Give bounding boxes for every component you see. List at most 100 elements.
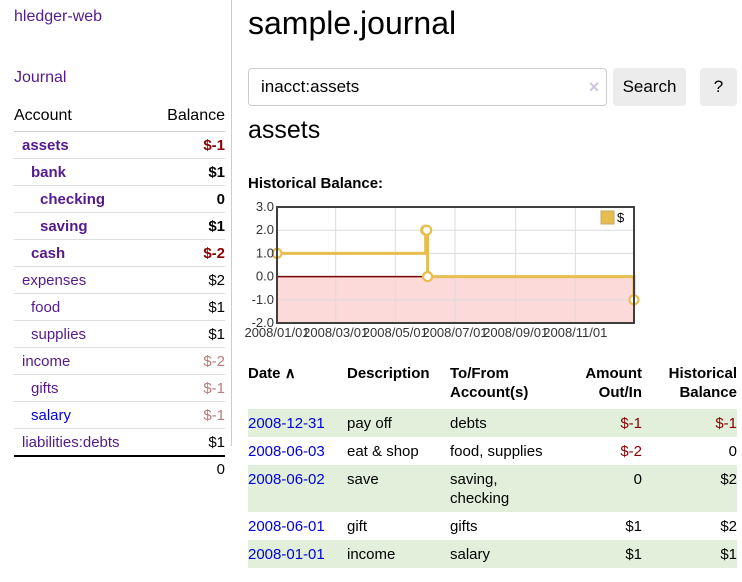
x-axis-tick-label: 2008/03/01 — [303, 325, 368, 340]
account-balance: $2 — [150, 266, 225, 294]
register-table: Date ∧ Description To/From Account(s) Am… — [248, 360, 737, 568]
sidebar-account-link[interactable]: cash — [31, 245, 66, 262]
account-balance: $1 — [150, 428, 225, 457]
register-balance: $2 — [642, 465, 737, 512]
x-axis-tick-label: 2008/11/01 — [543, 325, 607, 340]
register-description: pay off — [347, 409, 450, 437]
plot-border — [276, 206, 635, 324]
sidebar-account-link[interactable]: expenses — [22, 272, 87, 289]
y-axis-tick-label: 2.0 — [256, 222, 274, 237]
register-header-amount[interactable]: Amount Out/In — [585, 365, 642, 401]
x-axis-tick-label: 2008/01/01 — [244, 325, 309, 340]
account-row: cash $-2 — [14, 239, 225, 267]
register-accounts: debts — [450, 409, 570, 437]
register-date-link[interactable]: 2008-12-31 — [248, 415, 325, 432]
page-title: sample.journal — [248, 5, 457, 41]
register-date-link[interactable]: 2008-06-02 — [248, 471, 325, 488]
register-header-balance[interactable]: Historical Balance — [668, 365, 737, 401]
sidebar-account-link[interactable]: saving — [40, 218, 88, 235]
register-balance: 0 — [728, 443, 737, 460]
register-description: gift — [347, 518, 368, 535]
register-amount: 0 — [570, 465, 642, 512]
account-row: expenses $2 — [14, 266, 225, 294]
account-balance: $1 — [150, 212, 225, 240]
register-row: 2008-01-01 income salary $1 $1 — [248, 540, 737, 568]
sidebar-account-link[interactable]: liabilities:debts — [22, 434, 120, 451]
register-description: save — [347, 465, 450, 512]
search-input[interactable] — [248, 68, 607, 106]
sidebar-account-link[interactable]: income — [22, 353, 71, 370]
x-axis-tick-label: 2008/07/01 — [422, 325, 487, 340]
account-balance: 0 — [150, 185, 225, 213]
register-amount: $-2 — [620, 443, 642, 460]
sidebar-item-journal[interactable]: Journal — [14, 69, 67, 86]
account-row: bank $1 — [14, 158, 225, 186]
main-content: sample.journal × Search ? assets Histori… — [244, 0, 737, 582]
register-balance: $1 — [642, 540, 737, 568]
search-button[interactable]: Search — [613, 68, 686, 106]
chart-title: Historical Balance: — [248, 175, 384, 192]
account-balance: $1 — [150, 320, 225, 348]
account-row: income $-2 — [14, 347, 225, 375]
register-header-description[interactable]: Description — [347, 365, 430, 382]
register-balance: $2 — [720, 518, 737, 535]
register-row: 2008-06-02 save saving, checking 0 $2 — [248, 465, 737, 512]
y-axis-tick-label: 0.0 — [256, 269, 274, 284]
account-balance: $-2 — [150, 347, 225, 375]
account-heading: assets — [248, 116, 321, 144]
register-description: eat & shop — [347, 443, 419, 460]
register-date-link[interactable]: 2008-01-01 — [248, 546, 325, 563]
sidebar-account-link[interactable]: salary — [31, 407, 72, 424]
sidebar-account-link[interactable]: checking — [40, 191, 106, 208]
sidebar-account-link[interactable]: gifts — [31, 380, 59, 397]
app-brand-link[interactable]: hledger-web — [14, 8, 103, 25]
register-row: 2008-12-31 pay off debts $-1 $-1 — [248, 409, 737, 437]
account-balance: $-1 — [150, 131, 225, 159]
sidebar-account-link[interactable]: assets — [22, 137, 69, 154]
account-row: checking 0 — [14, 185, 225, 213]
account-balance: $-1 — [150, 401, 225, 429]
register-date-link[interactable]: 2008-06-01 — [248, 518, 325, 535]
account-column-header: Account — [14, 107, 151, 132]
account-row: gifts $-1 — [14, 374, 225, 402]
y-axis-tick-label: -1.0 — [252, 292, 274, 307]
register-header-date[interactable]: Date ∧ — [248, 365, 296, 382]
legend-label: $ — [617, 210, 625, 225]
data-point-marker — [422, 270, 434, 283]
account-row: food $1 — [14, 293, 225, 321]
account-row: liabilities:debts $1 — [14, 428, 225, 457]
sidebar-total-row: 0 — [14, 456, 225, 482]
x-axis-tick-label: 2008/09/01 — [483, 325, 548, 340]
register-description: income — [347, 540, 450, 568]
search-bar: × Search ? — [248, 68, 737, 106]
account-balance: $1 — [150, 293, 225, 321]
data-point-marker — [421, 224, 433, 236]
account-row: salary $-1 — [14, 401, 225, 429]
register-header-accounts[interactable]: To/From Account(s) — [450, 365, 529, 401]
account-balance: $-2 — [150, 239, 225, 267]
register-amount: $1 — [570, 540, 642, 568]
register-date-link[interactable]: 2008-06-03 — [248, 443, 325, 460]
register-accounts: saving, checking — [450, 465, 570, 512]
sidebar: hledger-web Journal Account Balance asse… — [0, 0, 232, 478]
register-balance: $-1 — [642, 409, 737, 437]
sidebar-account-link[interactable]: supplies — [31, 326, 87, 343]
register-row: 2008-06-01 gift gifts $1 $2 — [248, 512, 737, 540]
account-row: saving $1 — [14, 212, 225, 240]
y-axis-tick-label: 1.0 — [256, 245, 274, 260]
clear-search-icon[interactable]: × — [588, 77, 600, 97]
account-row: supplies $1 — [14, 320, 225, 348]
account-tree-table: Account Balance assets $-1 bank $1 checking 0… — [14, 107, 225, 482]
help-button[interactable]: ? — [700, 68, 737, 106]
sort-ascending-icon: ∧ — [284, 365, 296, 382]
register-accounts: salary — [450, 540, 570, 568]
y-axis-tick-label: 3.0 — [256, 199, 274, 214]
account-row: assets $-1 — [14, 131, 225, 159]
sidebar-account-link[interactable]: bank — [31, 164, 67, 181]
x-axis-tick-label: 2008/05/01 — [363, 325, 428, 340]
balance-column-header: Balance — [150, 107, 225, 132]
historical-balance-chart[interactable]: $3.0 2.0 1.0 0.0 -1.0 -2.02008/01/012008/03/0… — [244, 198, 737, 348]
register-accounts: gifts — [450, 518, 478, 535]
account-balance: $1 — [150, 158, 225, 186]
sidebar-account-link[interactable]: food — [31, 299, 61, 316]
